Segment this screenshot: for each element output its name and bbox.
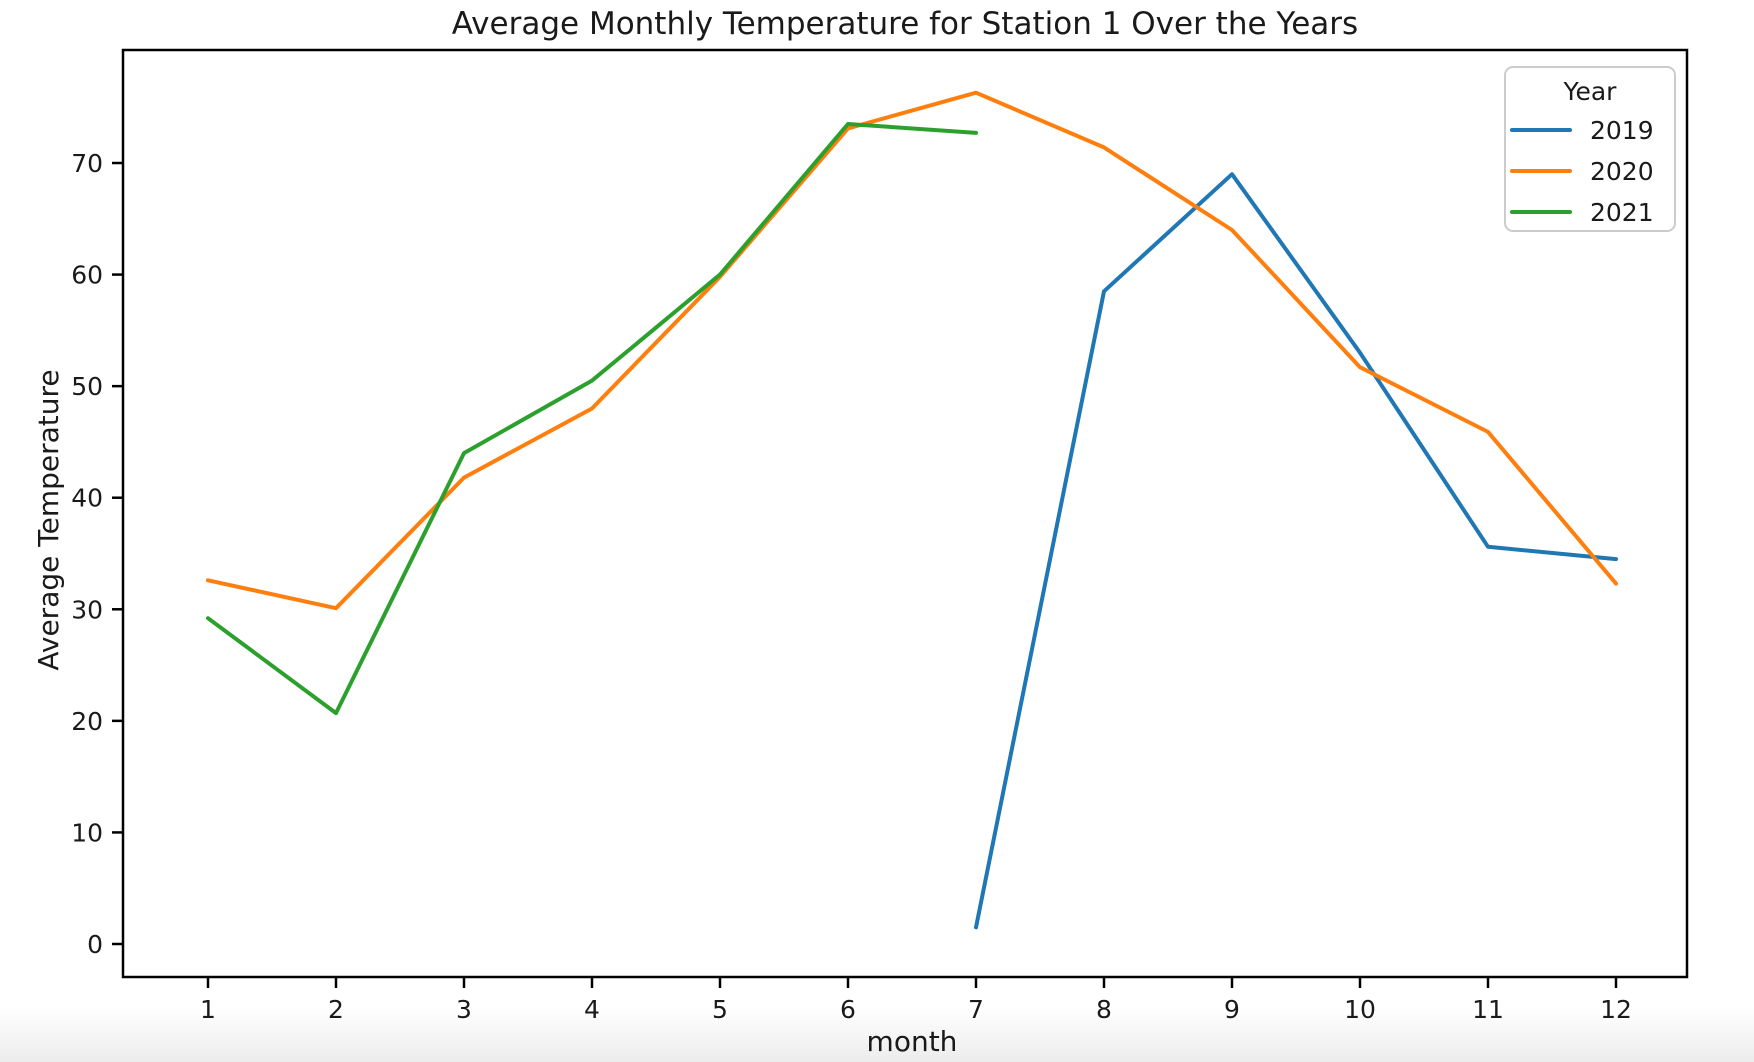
y-axis-label: Average Temperature: [32, 369, 65, 670]
x-tick-label: 7: [968, 995, 984, 1024]
x-tick-label: 6: [840, 995, 856, 1024]
chart-title: Average Monthly Temperature for Station …: [452, 6, 1358, 42]
x-tick-label: 12: [1600, 995, 1632, 1024]
legend-label-2019: 2019: [1590, 116, 1654, 145]
y-tick-label: 10: [71, 818, 103, 847]
y-tick-label: 40: [71, 484, 103, 513]
x-tick-label: 1: [200, 995, 216, 1024]
plot-border: [121, 48, 1689, 979]
x-tick-label: 11: [1472, 995, 1504, 1024]
x-tick-label: 5: [712, 995, 728, 1024]
y-tick-label: 30: [71, 595, 103, 624]
legend-title: Year: [1563, 77, 1618, 106]
x-tick-label: 2: [328, 995, 344, 1024]
x-tick-label: 8: [1096, 995, 1112, 1024]
legend-label-2020: 2020: [1590, 157, 1654, 186]
x-tick-label: 4: [584, 995, 600, 1024]
series-line-2020: [206, 90, 1618, 611]
x-tick-label: 3: [456, 995, 472, 1024]
legend-label-2021: 2021: [1590, 198, 1654, 227]
x-axis-label: month: [867, 1025, 958, 1058]
x-tick-label: 10: [1344, 995, 1376, 1024]
series-line-2019: [974, 172, 1618, 930]
y-tick-label: 60: [71, 261, 103, 290]
y-tick-label: 20: [71, 707, 103, 736]
x-tick-label: 9: [1224, 995, 1240, 1024]
y-tick-label: 50: [71, 372, 103, 401]
series-line-2021: [206, 122, 978, 716]
y-tick-label: 70: [71, 149, 103, 178]
legend: Year 2019 2020 2021: [1504, 66, 1676, 232]
y-tick-label: 0: [87, 930, 103, 959]
legend-box: [1504, 66, 1676, 232]
